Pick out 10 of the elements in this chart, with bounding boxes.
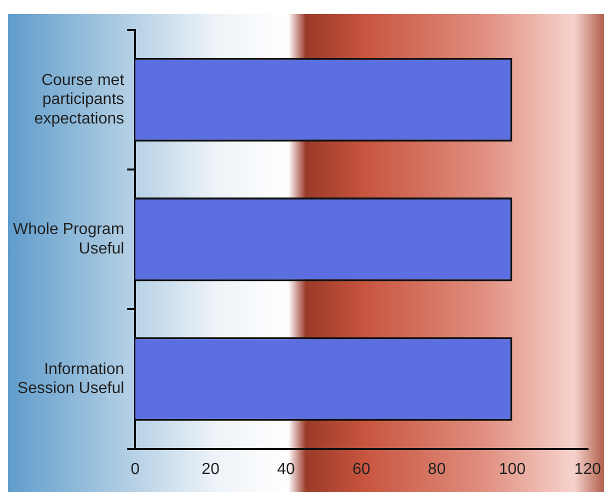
x-tick-label: 0 (130, 460, 140, 478)
y-tick-label: Course met participants expectations (34, 72, 125, 128)
x-tick-label: 100 (498, 460, 526, 478)
y-tick-label: Information Session Useful (17, 360, 124, 398)
x-tick-label: 120 (574, 460, 602, 478)
x-tick-label: 80 (428, 460, 446, 478)
x-tick-label: 20 (202, 460, 220, 478)
y-tick-label: Whole Program Useful (12, 221, 124, 258)
x-tick-label: 40 (277, 460, 295, 478)
x-tick-label: 60 (352, 460, 370, 478)
